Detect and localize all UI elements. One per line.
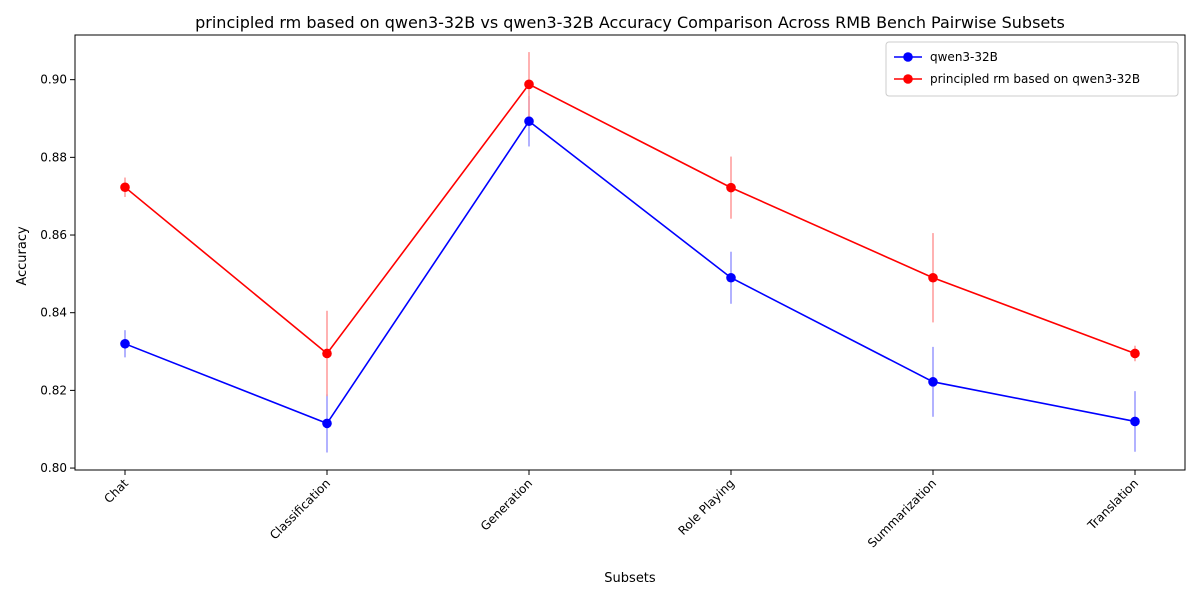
series-line xyxy=(124,120,1136,425)
y-tick-label: 0.80 xyxy=(40,461,67,475)
data-point xyxy=(1130,348,1140,359)
legend-box xyxy=(885,41,1179,97)
y-tick-label: 0.82 xyxy=(40,383,67,397)
y-tick-label: 0.88 xyxy=(40,150,67,164)
axes-frame xyxy=(74,34,1186,471)
legend-marker xyxy=(903,74,913,84)
data-point xyxy=(524,116,534,127)
x-axis-label: Subsets xyxy=(604,571,656,586)
data-point xyxy=(120,338,130,349)
y-axis-label: Accuracy xyxy=(15,226,30,286)
data-point xyxy=(322,348,332,359)
data-point xyxy=(726,182,736,193)
data-point xyxy=(726,272,736,283)
y-tick-label: 0.90 xyxy=(40,73,67,87)
data-point xyxy=(928,377,938,387)
data-point xyxy=(120,182,130,193)
legend-marker xyxy=(903,52,913,62)
data-point xyxy=(928,272,938,283)
y-tick-label: 0.84 xyxy=(40,306,67,320)
series-1 xyxy=(120,95,1140,453)
legend-label: qwen3-32B xyxy=(930,50,998,64)
data-point xyxy=(322,418,332,429)
data-point xyxy=(1130,416,1140,427)
chart-title: principled rm based on qwen3-32B vs qwen… xyxy=(195,13,1065,32)
legend-label: principled rm based on qwen3-32B xyxy=(930,72,1140,86)
legend: qwen3-32B principled rm based on qwen3-32… xyxy=(885,41,1179,97)
series-2 xyxy=(120,52,1140,397)
data-point xyxy=(524,79,534,90)
y-tick-label: 0.86 xyxy=(40,228,67,242)
series-line xyxy=(124,83,1136,355)
